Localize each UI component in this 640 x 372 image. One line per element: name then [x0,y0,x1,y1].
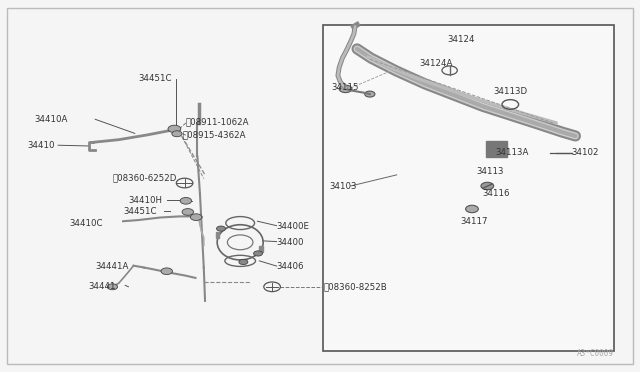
Text: 34113: 34113 [476,167,504,176]
Polygon shape [486,141,507,157]
Circle shape [172,131,182,137]
Text: 34117: 34117 [461,217,488,226]
Text: 34410: 34410 [28,141,55,150]
Text: 34400E: 34400E [276,222,310,231]
Circle shape [168,125,180,133]
Polygon shape [259,246,262,251]
Text: 34410C: 34410C [70,219,103,228]
Text: ⓝ08911-1062A: ⓝ08911-1062A [186,118,250,127]
Circle shape [253,251,262,256]
Text: 34124: 34124 [448,35,476,44]
Text: 34410H: 34410H [129,196,163,205]
Text: 34113D: 34113D [493,87,528,96]
Text: 34113A: 34113A [495,148,529,157]
Circle shape [161,268,173,275]
Circle shape [108,284,118,290]
Text: Ⓢ08360-6252D: Ⓢ08360-6252D [113,173,177,182]
Circle shape [190,214,202,221]
Text: 34441A: 34441A [95,262,129,271]
Text: 34410A: 34410A [34,115,67,124]
Text: 34451C: 34451C [138,74,172,83]
Circle shape [182,209,193,215]
Text: ⓦ08915-4362A: ⓦ08915-4362A [182,130,246,140]
Text: 34124A: 34124A [419,59,452,68]
Circle shape [239,259,248,264]
Text: A3⁹C0009: A3⁹C0009 [577,349,614,358]
Circle shape [365,91,375,97]
Circle shape [466,205,478,213]
Circle shape [339,85,352,93]
Circle shape [481,182,493,190]
Polygon shape [216,232,219,238]
Text: 34441: 34441 [89,282,116,291]
Bar [323,25,614,351]
Text: 34115: 34115 [332,83,359,92]
Circle shape [216,226,225,231]
Text: 34451C: 34451C [124,207,157,216]
Text: 34400: 34400 [276,238,304,247]
Text: Ⓢ08360-8252B: Ⓢ08360-8252B [323,282,387,291]
Circle shape [180,198,191,204]
Text: 34406: 34406 [276,262,304,271]
Text: 34116: 34116 [483,189,510,198]
Text: 34103: 34103 [330,182,357,190]
Text: 34102: 34102 [571,148,598,157]
